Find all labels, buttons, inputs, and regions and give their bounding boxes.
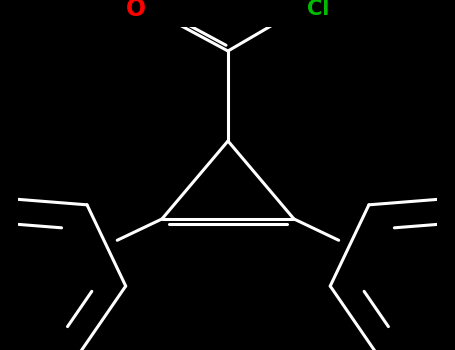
Text: Cl: Cl — [307, 0, 329, 19]
Text: O: O — [126, 0, 146, 21]
